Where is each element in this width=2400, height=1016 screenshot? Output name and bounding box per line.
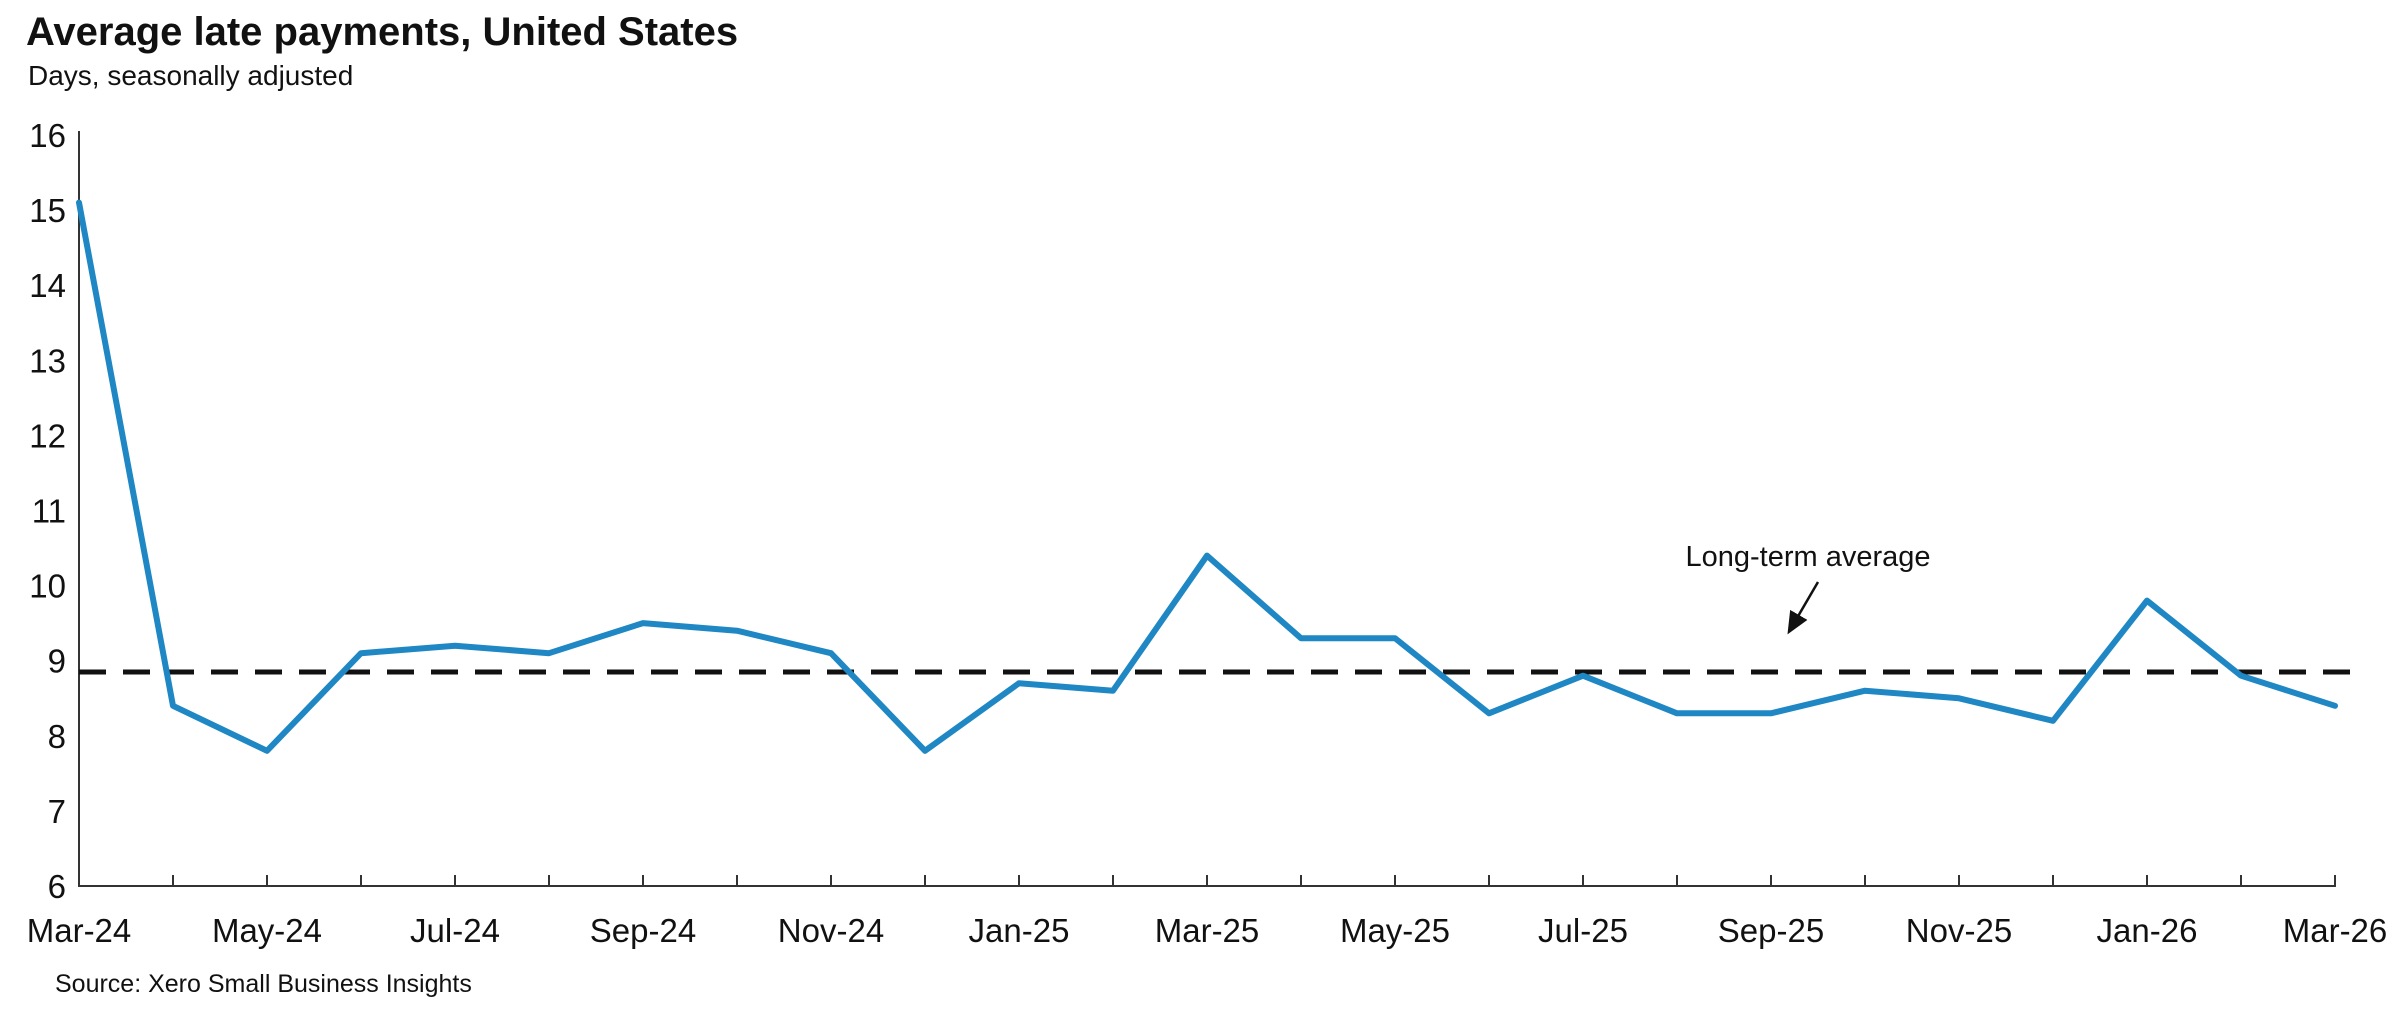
y-tick-label: 12: [29, 417, 66, 454]
y-tick-label: 7: [48, 793, 66, 830]
chart-subtitle: Days, seasonally adjusted: [28, 60, 354, 91]
late-payments-series-line: [76, 199, 2338, 754]
chart-title: Average late payments, United States: [26, 10, 739, 54]
x-tick-label: Sep-24: [590, 912, 696, 949]
y-tick-label: 16: [29, 117, 66, 154]
annotation-arrow: [1787, 581, 1820, 635]
y-tick-label: 8: [48, 718, 66, 755]
x-tick-label: May-25: [1340, 912, 1450, 949]
y-tick-label: 15: [29, 192, 66, 229]
x-tick-label: Jul-25: [1538, 912, 1628, 949]
x-axis-month-ticks: [78, 875, 2336, 886]
x-tick-label: Jan-26: [2097, 912, 2198, 949]
x-tick-label: Sep-25: [1718, 912, 1824, 949]
y-tick-label: 9: [48, 643, 66, 680]
y-tick-label: 13: [29, 342, 66, 379]
x-tick-label: Mar-24: [27, 912, 132, 949]
x-tick-label: Mar-26: [2283, 912, 2388, 949]
source-note: Source: Xero Small Business Insights: [55, 970, 472, 998]
y-tick-label: 6: [48, 868, 66, 905]
x-tick-label: Nov-24: [778, 912, 884, 949]
y-tick-label: 11: [32, 493, 66, 530]
x-axis-tick-labels: Mar-24 May-24 Jul-24 Sep-24 Nov-24 Jan-25 Mar-…: [27, 912, 2388, 949]
long-term-average-annotation: Long-term average: [1685, 541, 1930, 573]
x-tick-label: Mar-25: [1155, 912, 1260, 949]
x-tick-label: May-24: [212, 912, 322, 949]
y-tick-label: 14: [29, 267, 66, 304]
x-tick-label: Jul-24: [410, 912, 500, 949]
y-axis-tick-labels: 6 7 8 9 10 11 12 13 14 15 16: [29, 117, 66, 905]
x-tick-label: Jan-25: [969, 912, 1070, 949]
y-tick-label: 10: [29, 568, 66, 605]
x-tick-label: Nov-25: [1906, 912, 2012, 949]
